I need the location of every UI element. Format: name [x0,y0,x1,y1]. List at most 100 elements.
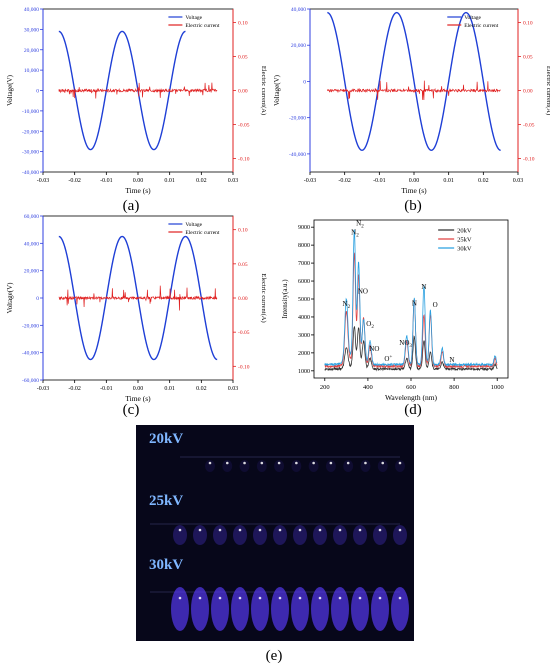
legend-current-label: Electric current [185,230,220,236]
plasma-glow [373,525,387,545]
needle-tip [178,528,182,532]
x-tick-label: 0.00 [409,178,420,184]
needle-tip [378,596,382,600]
y-axis-label: Voltage(V) [6,74,14,106]
y-tick-label: -10,000 [22,109,39,115]
x-tick-label: 0.02 [196,178,207,184]
x-tick-label: -0.03 [37,386,50,392]
x-tick-label: -0.01 [100,178,113,184]
legend-label: 25kV [457,237,472,244]
plasma-glow [371,587,389,631]
peak-annotation: N [421,283,426,291]
plasma-glow [256,460,267,472]
needle-tip [198,596,202,600]
needle-tip [338,596,342,600]
plasma-glow [391,587,409,631]
y2-axis-label: Electric current(A) [260,66,267,115]
legend-voltage-label: Voltage [185,222,202,228]
photo-discharge-rows [150,456,409,631]
y-tick-label: -40,000 [289,152,306,158]
legend-current-label: Electric current [464,23,499,29]
y-tick-label: 7000 [298,261,310,267]
x-axis-label: Time (s) [125,394,151,403]
x-axis-label: Wavelength (nm) [385,393,438,402]
needle-tip [381,461,385,465]
plasma-glow [291,587,309,631]
plasma-glow [222,460,233,472]
y-tick-label: 20,000 [24,269,39,275]
panel-label-e: (e) [266,648,283,664]
plasma-glow [377,460,388,472]
y2-tick-label: 0.10 [523,21,533,27]
panel-label-b: (b) [404,198,422,214]
peak-annotation: O2 [366,320,374,330]
y-tick-label: 40,000 [24,241,39,247]
y2-tick-label: 0.10 [238,21,248,27]
x-tick-label: 400 [363,384,373,391]
plasma-glow [239,460,250,472]
x-tick-label: -0.02 [68,178,81,184]
annotation-subscript: 2 [348,305,351,310]
plasma-glow [231,587,249,631]
x-tick-label: 0.02 [478,178,489,184]
plasma-glow [293,525,307,545]
series-electric-current-line [58,285,218,311]
y-tick-label: 5000 [298,297,310,303]
legend-label: 30kV [457,246,472,253]
y2-tick-label: -0.05 [523,122,535,128]
plasma-glow [360,460,371,472]
series-20kv-line [324,326,498,372]
needle-tip [258,596,262,600]
plasma-glow [191,587,209,631]
y-tick-label: 8000 [298,243,310,249]
y2-tick-label: 0.00 [238,296,248,302]
y2-tick-label: -0.10 [523,156,535,162]
x-tick-label: -0.03 [37,178,50,184]
annotation-subscript: 2 [356,233,359,238]
plasma-glow [271,587,289,631]
x-tick-label: 0.01 [443,178,454,184]
plasma-glow [343,460,354,472]
x-tick-label: 0.03 [513,178,524,184]
y-tick-label: 40,000 [24,7,39,13]
annotation-subscript: 3 [409,344,412,349]
needle-tip [225,461,229,465]
needle-tip [178,596,182,600]
plasma-glow [213,525,227,545]
y2-tick-label: 0.05 [238,262,248,268]
y-tick-label: -20,000 [22,129,39,135]
needle-tip [208,461,212,465]
legend-label: 20kV [457,228,472,235]
y-tick-label: 20,000 [291,43,306,49]
panel-b-voltage-current-chart: -0.03 -0.02 -0.01 0.00 0.01 0.02 0.03 Time (s) -… [273,7,550,195]
peak-annotation: N2 [351,228,359,238]
x-tick-label: 200 [320,384,330,391]
y-tick-label: -30,000 [22,150,39,156]
series-voltage-line [58,30,186,151]
plasma-glow [325,460,336,472]
series-25kv-line [324,251,498,369]
needle-tip [238,596,242,600]
panel-label-c: (c) [123,402,140,418]
x-tick-label: 1000 [491,384,504,391]
needle-tip [364,461,367,465]
legend-voltage-label: Voltage [185,15,202,21]
y-tick-label: 0 [303,79,306,85]
x-tick-label: -0.01 [100,386,113,392]
photo-label-25kv: 25kV [149,493,183,509]
needle-tip [358,528,362,532]
needle-tip [358,596,362,600]
x-tick-label: -0.02 [338,178,351,184]
photo-label-20kv: 20kV [149,431,183,447]
panel-label-a: (a) [123,198,140,214]
y2-tick-label: -0.10 [238,156,250,162]
panel-e-discharge-photo: 20kV 25kV 30kV [136,425,414,641]
x-axis-label: Time (s) [125,186,151,195]
needle-tip [338,528,342,532]
needle-tip [277,461,281,465]
peak-annotation: NO [369,345,379,353]
series-voltage-line [327,11,501,151]
needle-tip [398,596,402,600]
peak-annotation: N [449,356,454,364]
